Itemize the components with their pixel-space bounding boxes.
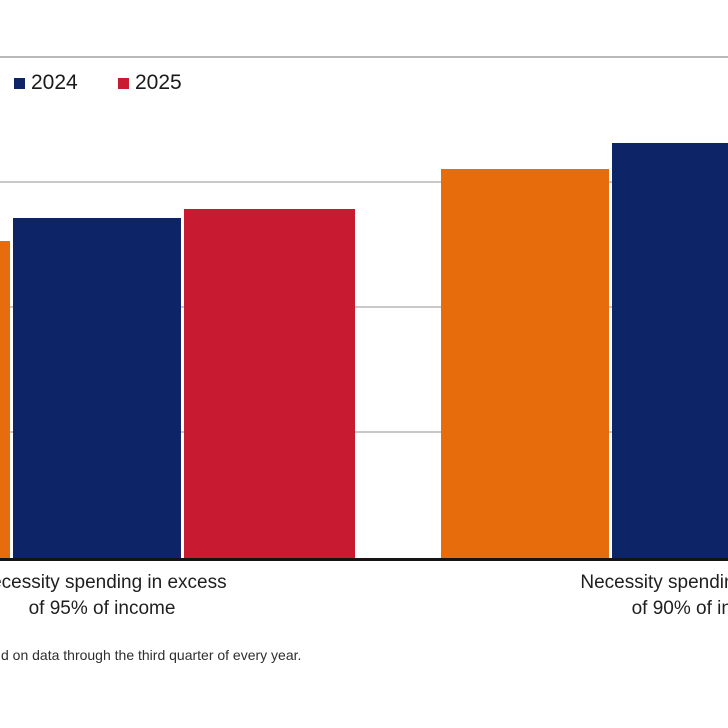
bar-orange-group1 <box>441 169 609 558</box>
bar-2024-group0 <box>13 218 181 558</box>
top-divider <box>0 56 728 58</box>
bar-orange-group0 <box>0 241 10 558</box>
bar-2025-group0 <box>184 209 355 558</box>
legend-swatch-2025 <box>118 77 129 89</box>
bar-2024-group1 <box>612 143 728 558</box>
category-label-90-percent: Necessity spending in excess of 90% of i… <box>580 572 728 619</box>
gridline-2 <box>0 306 728 308</box>
legend-item-2025: 2025 <box>118 71 182 95</box>
legend-label-2025: 2025 <box>135 71 182 94</box>
footnote-text: d on data through the third quarter of e… <box>1 647 302 663</box>
gridline-1 <box>0 181 728 183</box>
legend-label-2024: 2024 <box>31 71 78 94</box>
legend-item-2024: 2024 <box>14 71 78 95</box>
x-axis-line <box>0 558 728 561</box>
gridline-3 <box>0 431 728 433</box>
category-label-95-percent: Necessity spending in excess of 95% of i… <box>0 572 227 619</box>
legend-swatch-2024 <box>14 77 25 89</box>
